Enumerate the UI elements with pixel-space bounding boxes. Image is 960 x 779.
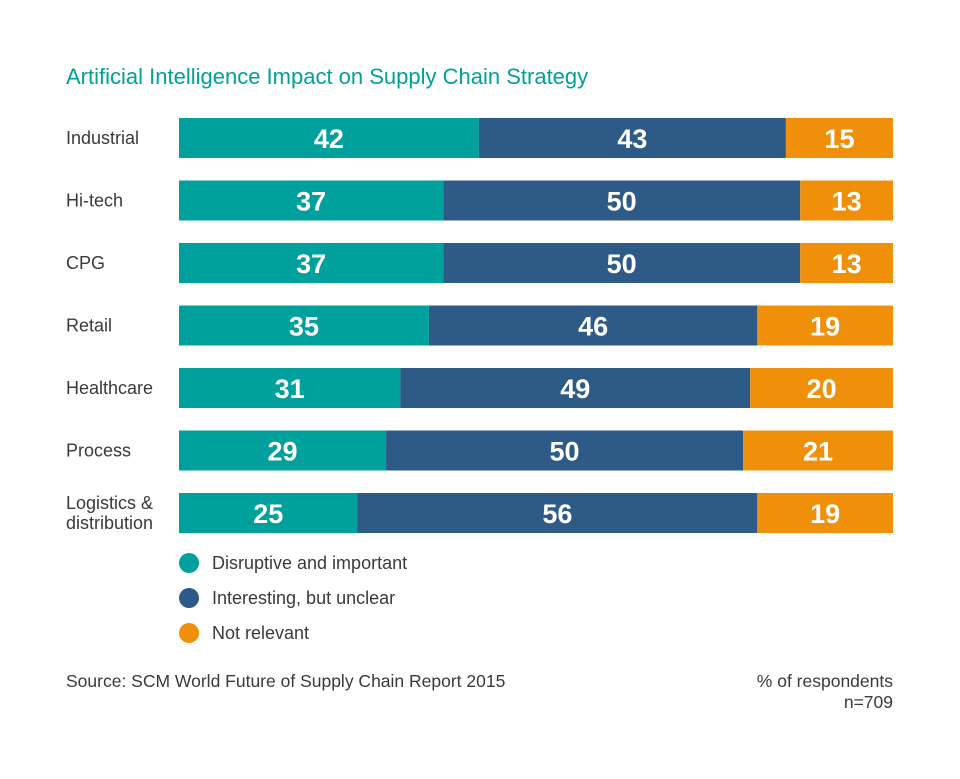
bar-segment <box>386 430 744 471</box>
category-label-line: distribution <box>66 513 153 533</box>
category-label: Logistics & distribution <box>66 493 153 533</box>
bars: 42 43 15 37 50 13 37 50 13 35 46 19 31 49 20 29 50 21 25 56… <box>179 118 893 533</box>
chart-title: Artificial Intelligence Impact on Supply… <box>66 64 588 89</box>
category-label: Industrial <box>66 128 139 148</box>
bar-segment <box>743 430 893 471</box>
bar-segment <box>179 118 479 158</box>
unit-note: % of respondents <box>757 671 893 691</box>
value-label: 31 <box>275 374 305 404</box>
legend-label: Disruptive and important <box>212 553 407 573</box>
value-label: 50 <box>607 249 637 279</box>
value-label: 19 <box>810 312 840 342</box>
category-label: Process <box>66 441 131 461</box>
value-label: 20 <box>807 374 837 404</box>
legend-label: Not relevant <box>212 623 309 643</box>
value-label: 35 <box>289 312 319 342</box>
value-label: 21 <box>803 437 833 467</box>
category-label: Retail <box>66 316 112 336</box>
bar-segment <box>785 118 893 158</box>
bar-segment <box>478 118 786 158</box>
legend-swatch <box>179 623 199 643</box>
category-label-line: Logistics & <box>66 493 153 513</box>
category-labels: Industrial Hi-tech CPG Retail Healthcare Proc… <box>66 128 153 533</box>
category-label: Healthcare <box>66 378 153 398</box>
legend: Disruptive and important Interesting, but… <box>179 553 407 643</box>
bar-segment <box>800 180 893 221</box>
value-label: 42 <box>314 124 344 154</box>
category-label: Hi-tech <box>66 191 123 211</box>
bar-segment <box>757 493 893 533</box>
legend-label: Interesting, but unclear <box>212 588 395 608</box>
value-label: 13 <box>832 187 862 217</box>
bar-segment <box>757 305 893 346</box>
bar-segment <box>750 368 893 408</box>
bar-segment <box>400 368 751 408</box>
value-label: 46 <box>578 312 608 342</box>
sample-size: n=709 <box>844 692 893 712</box>
bar-segment <box>179 243 444 283</box>
bar-segment <box>800 243 893 283</box>
value-label: 50 <box>607 187 637 217</box>
value-label: 15 <box>824 124 854 154</box>
value-label: 37 <box>296 249 326 279</box>
bar-segment <box>179 305 429 346</box>
bar-segment <box>179 180 444 221</box>
bar-segment <box>428 305 758 346</box>
bar-segment <box>179 368 401 408</box>
bar-segment <box>443 180 801 221</box>
category-label: CPG <box>66 253 105 273</box>
value-label: 29 <box>268 437 298 467</box>
value-label: 25 <box>253 499 283 529</box>
bar-segment <box>443 243 801 283</box>
bar-segment <box>179 493 358 533</box>
value-label: 13 <box>832 249 862 279</box>
value-label: 37 <box>296 187 326 217</box>
value-label: 50 <box>550 437 580 467</box>
bar-segment <box>179 430 387 471</box>
bar-segment <box>357 493 758 533</box>
value-label: 19 <box>810 499 840 529</box>
source-note: Source: SCM World Future of Supply Chain… <box>66 671 505 691</box>
legend-swatch <box>179 553 199 573</box>
legend-swatch <box>179 588 199 608</box>
value-label: 56 <box>542 499 572 529</box>
value-label: 49 <box>560 374 590 404</box>
value-label: 43 <box>617 124 647 154</box>
